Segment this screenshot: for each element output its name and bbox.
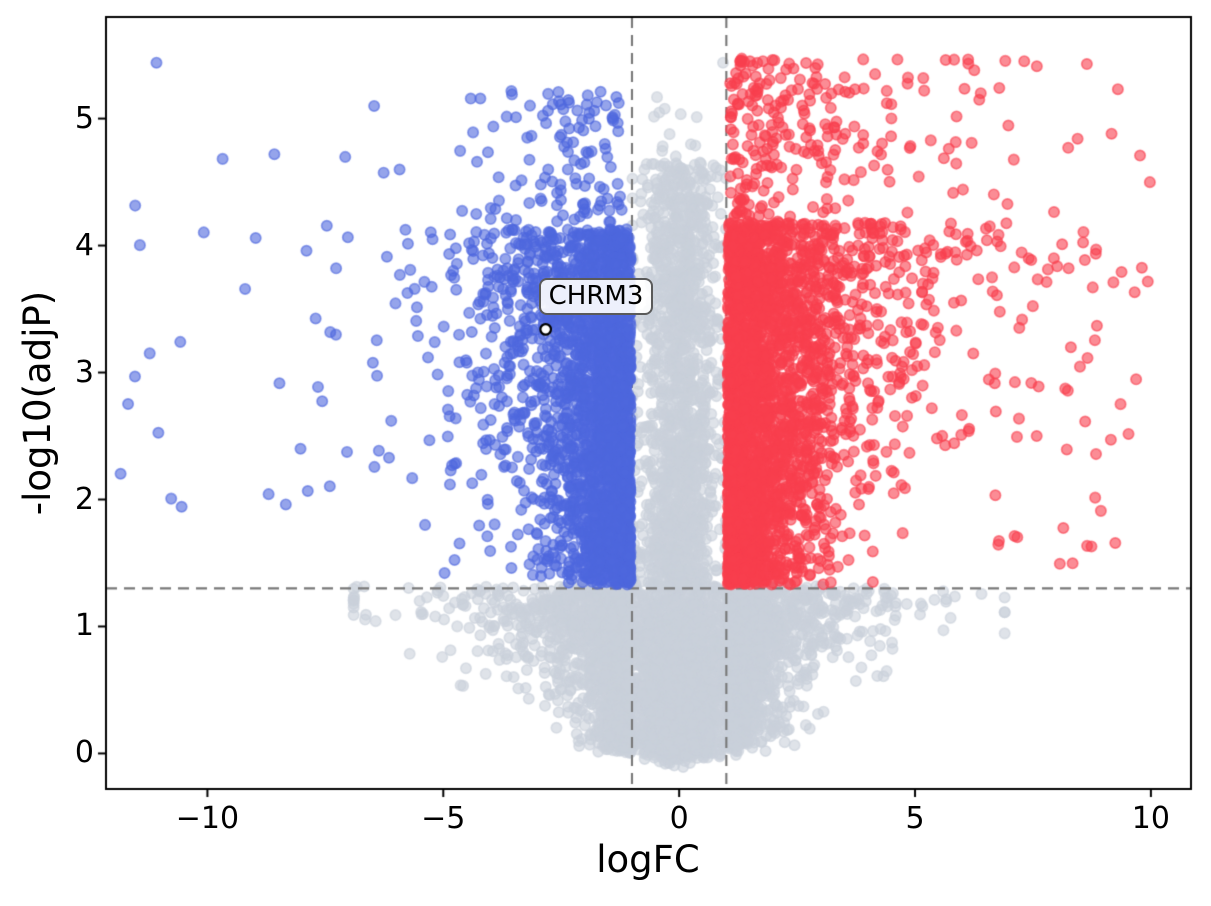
y-tick-label-4: 4 (74, 227, 94, 263)
x-tick-label-−10: −10 (175, 801, 240, 836)
x-tick-label-10: 10 (1131, 801, 1170, 836)
gene-annotation-label: CHRM3 (538, 278, 654, 315)
y-tick-label-3: 3 (74, 354, 94, 390)
y-tick-label-5: 5 (74, 100, 94, 136)
x-tick-label-−5: −5 (421, 801, 466, 836)
x-tick-label-0: 0 (669, 801, 689, 836)
y-tick-label-0: 0 (74, 735, 94, 771)
x-axis-label: logFC (596, 838, 700, 881)
y-tick-label-1: 1 (74, 608, 94, 644)
x-tick-label-5: 5 (905, 801, 925, 836)
y-tick-label-2: 2 (74, 481, 94, 517)
